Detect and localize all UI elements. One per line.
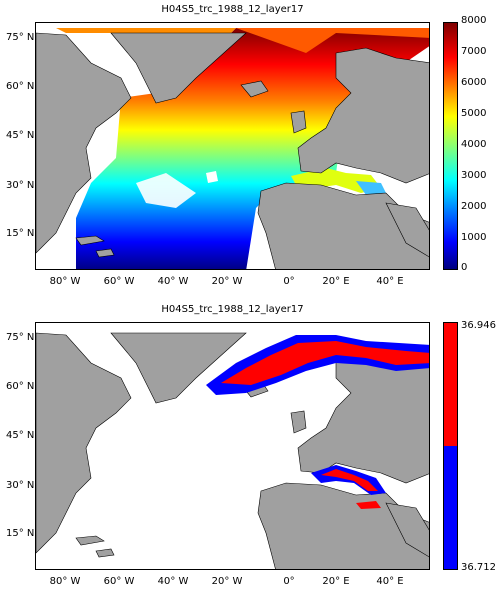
lon-tick: 20° E	[322, 576, 350, 587]
lon-tick: 80° W	[49, 276, 81, 287]
colorbar-tick: 1000	[461, 232, 487, 243]
lat-tick: 60° N	[6, 81, 35, 92]
land	[36, 332, 429, 569]
map-svg	[36, 332, 429, 569]
map-area[interactable]	[35, 22, 430, 270]
lat-tick: 75° N	[6, 332, 35, 343]
med-field-east	[356, 181, 386, 195]
lat-tick: 15° N	[6, 528, 35, 539]
map-title: H04S5_trc_1988_12_layer17	[161, 304, 304, 315]
lon-tick: 60° W	[103, 276, 135, 287]
colorbar-tick: 36.712	[461, 562, 496, 573]
colorbar-tick: 36.946	[461, 320, 496, 331]
colorbar-tick: 4000	[461, 139, 487, 150]
lat-tick: 30° N	[6, 480, 35, 491]
lon-tick: 0°	[283, 576, 295, 587]
colorbar-tick: 2000	[461, 201, 487, 212]
map-title: H04S5_trc_1988_12_layer17	[161, 4, 304, 15]
colorbar-tick: 3000	[461, 170, 487, 181]
lon-tick: 40° E	[376, 576, 404, 587]
lon-tick: 0°	[283, 276, 295, 287]
lat-tick: 30° N	[6, 180, 35, 191]
lon-tick: 40° W	[157, 576, 189, 587]
colorbar-tick: 6000	[461, 77, 487, 88]
colorbar-tick: 5000	[461, 108, 487, 119]
colorbar-tick: 8000	[461, 15, 487, 26]
colorbar-tick: 7000	[461, 46, 487, 57]
map-svg	[36, 28, 429, 269]
map-panel-bottom: H04S5_trc_1988_12_layer17 75° N 60°	[0, 300, 500, 600]
colorbar-tick: 0	[461, 262, 468, 273]
ocean-field-north-east	[236, 28, 429, 53]
lat-tick: 60° N	[6, 381, 35, 392]
class-med-red	[321, 469, 378, 491]
lon-tick: 60° W	[103, 576, 135, 587]
lon-tick: 20° W	[211, 276, 243, 287]
lat-tick: 45° N	[6, 130, 35, 141]
lat-tick: 45° N	[6, 430, 35, 441]
lat-tick: 75° N	[6, 32, 35, 43]
lon-tick: 40° E	[376, 276, 404, 287]
lon-tick: 80° W	[49, 576, 81, 587]
land	[36, 32, 429, 269]
lon-tick: 40° W	[157, 276, 189, 287]
map-panel-top: H04S5_trc_1988_12_layer17	[6, 4, 487, 287]
lon-tick: 20° E	[322, 276, 350, 287]
lon-tick: 20° W	[211, 576, 243, 587]
lat-tick: 15° N	[6, 228, 35, 239]
colorbar	[443, 22, 458, 270]
class-band-red	[221, 341, 429, 385]
colorbar	[443, 322, 458, 570]
map-area[interactable]	[35, 322, 430, 570]
